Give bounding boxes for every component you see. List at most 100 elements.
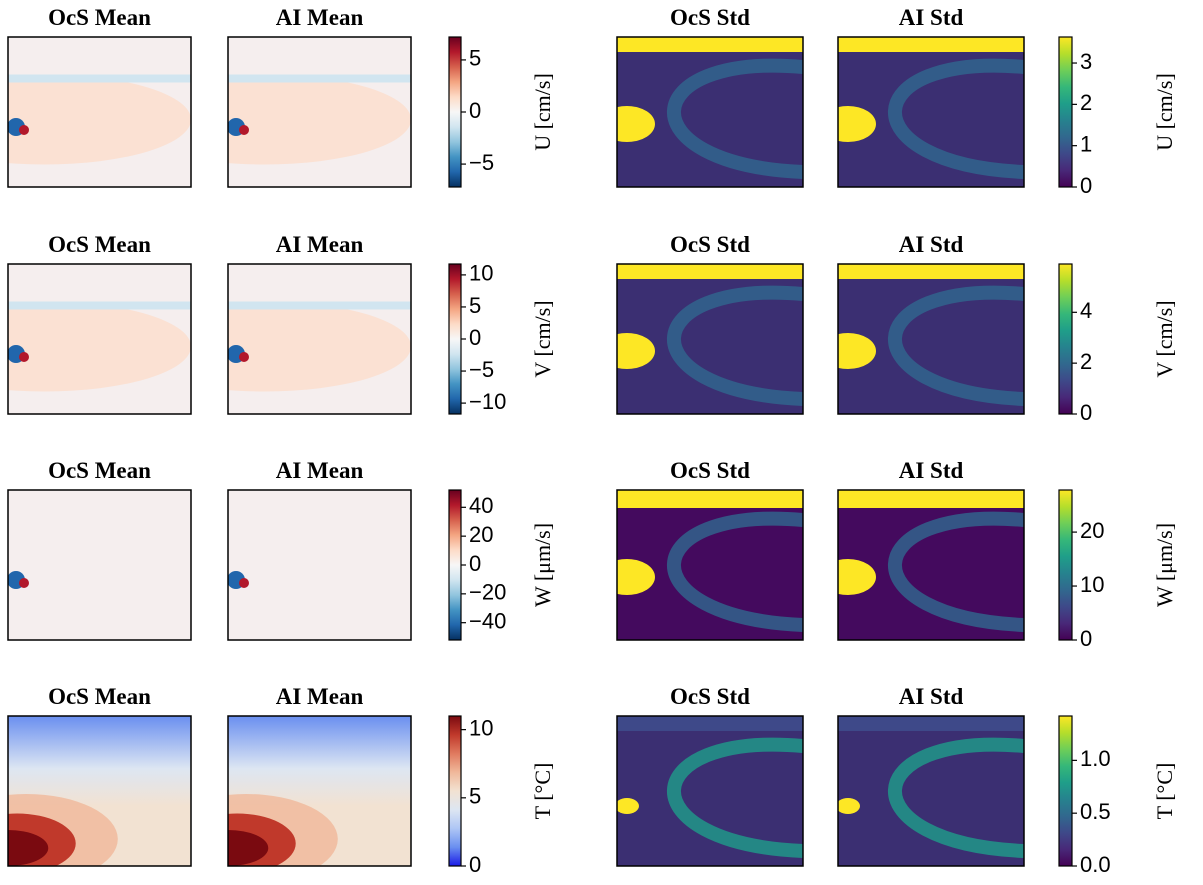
- panel-frame: [227, 36, 412, 188]
- heatmap: [617, 490, 803, 640]
- panel-title: AI Mean: [276, 458, 364, 483]
- colorbar-tick-label: 0.0: [1080, 852, 1111, 877]
- field-feature: [239, 352, 249, 362]
- field-feature: [228, 301, 411, 392]
- panel-frame: [227, 715, 412, 867]
- colorbar: [448, 489, 462, 641]
- panel-frame: [7, 36, 192, 188]
- field-feature: [228, 74, 411, 165]
- field-feature: [887, 58, 1024, 179]
- heatmap: [838, 264, 1024, 414]
- field-feature: [617, 333, 655, 369]
- panel-frame: [7, 263, 192, 415]
- field-feature: [838, 106, 876, 142]
- panel-title: OcS Std: [670, 684, 750, 709]
- field-feature: [617, 559, 655, 595]
- field-feature: [239, 578, 249, 588]
- panel-title: AI Mean: [276, 5, 364, 30]
- panel-title: OcS Mean: [48, 684, 151, 709]
- colorbar-tick-label: 3: [1080, 49, 1092, 74]
- heatmap: [838, 490, 1024, 640]
- heatmap: [8, 264, 191, 414]
- panel-frame: [616, 263, 804, 415]
- colorbar-label: V [cm/s]: [530, 300, 555, 377]
- field-feature: [8, 74, 191, 165]
- colorbar-label: U [cm/s]: [530, 73, 555, 151]
- colorbar-tick-label: −5: [469, 357, 494, 382]
- colorbar-tick-label: 0: [469, 98, 481, 123]
- colorbar-tick-label: 0: [469, 852, 481, 877]
- field-feature: [8, 301, 191, 392]
- colorbar-tick-label: 1.0: [1080, 746, 1111, 771]
- colorbar-tick-label: 2: [1080, 90, 1092, 115]
- field-feature: [228, 74, 411, 83]
- heatmap: [8, 716, 191, 866]
- field-feature: [617, 716, 803, 731]
- panel-title: AI Std: [899, 458, 964, 483]
- panel-frame: [227, 263, 412, 415]
- field-feature: [617, 37, 803, 52]
- colorbar-tick-label: 10: [469, 261, 493, 286]
- field-feature: [8, 301, 191, 310]
- panel-frame: [837, 715, 1025, 867]
- colorbar-label: W [μm/s]: [1152, 523, 1177, 607]
- colorbar-tick-label: 0: [469, 551, 481, 576]
- field-feature: [838, 37, 1024, 52]
- colorbar-label: T [°C]: [1152, 763, 1177, 820]
- colorbar: [1058, 715, 1073, 867]
- panel-title: AI Mean: [276, 684, 364, 709]
- field-feature: [228, 830, 269, 866]
- heatmap: [228, 37, 411, 187]
- panel-title: AI Std: [899, 232, 964, 257]
- panel-frame: [837, 489, 1025, 641]
- colorbar-tick-label: 0: [1080, 400, 1092, 425]
- heatmap: [838, 37, 1024, 187]
- panel-title: AI Mean: [276, 232, 364, 257]
- field-feature: [666, 737, 803, 858]
- colorbar-tick-label: 0: [469, 325, 481, 350]
- heatmap: [617, 716, 803, 866]
- colorbar-label: U [cm/s]: [1152, 73, 1177, 151]
- heatmap: [8, 490, 191, 640]
- colorbar-tick-label: −10: [469, 389, 506, 414]
- colorbar-tick-label: 0: [1080, 173, 1092, 198]
- heatmap: [617, 37, 803, 187]
- field-feature: [838, 798, 860, 814]
- colorbar-tick-label: 0: [1080, 626, 1092, 651]
- field-feature: [19, 578, 29, 588]
- heatmap: [8, 37, 191, 187]
- field-feature: [19, 125, 29, 135]
- field-feature: [838, 264, 1024, 279]
- panel-frame: [616, 489, 804, 641]
- panel-title: OcS Std: [670, 232, 750, 257]
- field-feature: [617, 264, 803, 279]
- colorbar-tick-label: 5: [469, 784, 481, 809]
- panel-frame: [227, 489, 412, 641]
- field-feature: [838, 333, 876, 369]
- field-background: [228, 490, 411, 640]
- colorbar-tick-label: 20: [1080, 518, 1104, 543]
- colorbar-tick-label: −40: [469, 609, 506, 634]
- colorbar-tick-label: 10: [1080, 572, 1104, 597]
- colorbar: [448, 263, 462, 415]
- colorbar-label: V [cm/s]: [1152, 300, 1177, 377]
- field-feature: [887, 511, 1024, 632]
- field-feature: [666, 511, 803, 632]
- colorbar-tick-label: 20: [469, 522, 493, 547]
- panel-title: OcS Std: [670, 458, 750, 483]
- field-background: [8, 490, 191, 640]
- colorbar: [448, 36, 462, 188]
- colorbar: [1058, 36, 1073, 188]
- colorbar-tick-label: −20: [469, 580, 506, 605]
- heatmap: [617, 264, 803, 414]
- field-feature: [617, 798, 639, 814]
- colorbar-tick-label: −5: [469, 150, 494, 175]
- field-feature: [8, 74, 191, 83]
- colorbar-tick-label: 2: [1080, 349, 1092, 374]
- panel-frame: [837, 36, 1025, 188]
- heatmap: [228, 716, 411, 866]
- colorbar-tick-label: 0.5: [1080, 799, 1111, 824]
- heatmap: [228, 490, 411, 640]
- field-feature: [239, 125, 249, 135]
